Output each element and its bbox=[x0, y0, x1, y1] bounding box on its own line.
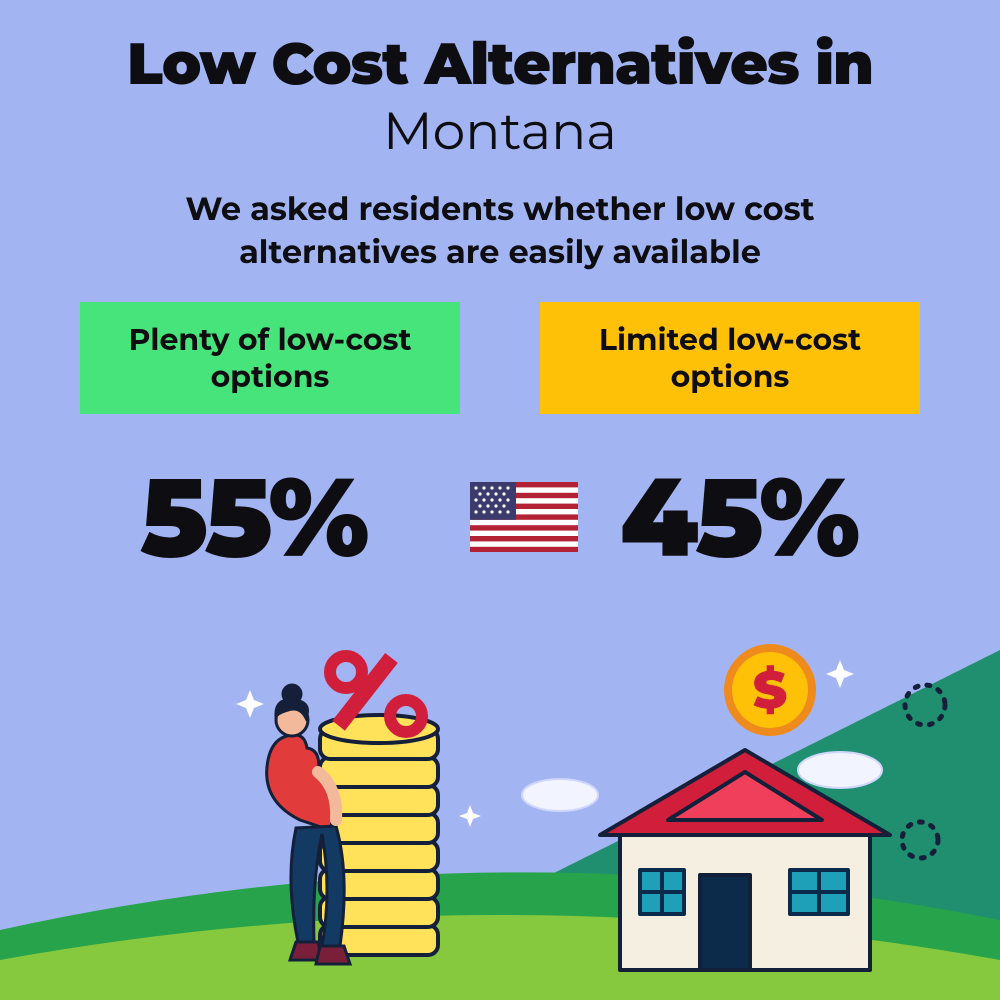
percent-limited: 45% bbox=[620, 450, 857, 584]
infographic-canvas: Low Cost Alternatives in Montana We aske… bbox=[0, 0, 1000, 1000]
dollar-coin-icon: $ bbox=[724, 644, 816, 736]
us-flag-icon bbox=[470, 482, 578, 552]
title-line2: Montana bbox=[0, 100, 1000, 163]
card-limited: Limited low-cost options bbox=[540, 302, 920, 414]
illustration: $ bbox=[0, 620, 1000, 1000]
card-plenty: Plenty of low-cost options bbox=[80, 302, 460, 414]
subtitle: We asked residents whether low cost alte… bbox=[100, 188, 900, 274]
svg-text:$: $ bbox=[753, 659, 787, 722]
title-line1: Low Cost Alternatives in bbox=[0, 28, 1000, 99]
percent-plenty: 55% bbox=[140, 450, 366, 584]
